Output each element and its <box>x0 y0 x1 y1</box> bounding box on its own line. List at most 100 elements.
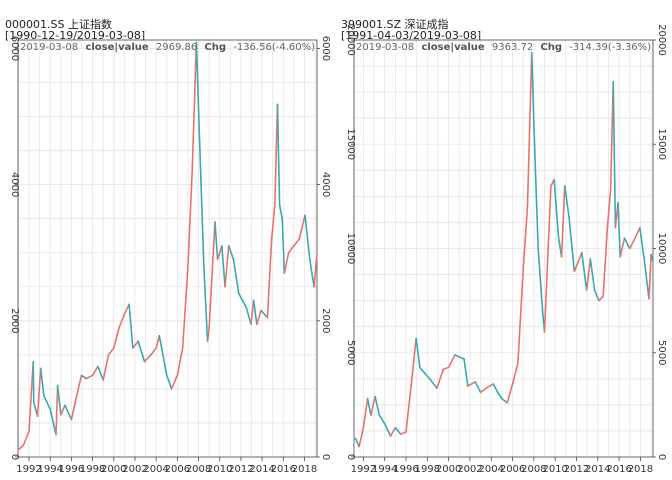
series-segment <box>224 245 230 288</box>
y-tick-label-left: 0 <box>9 454 20 460</box>
series-segment <box>492 383 499 394</box>
x-tick-label: 2004 <box>143 464 168 475</box>
series-segment <box>256 309 262 326</box>
info-chg: -314.39(-3.36%) <box>569 42 651 53</box>
chart-panel-shenzhen: 399001.SZ 深证成指 [1991-04-03/2019-03-08] 1… <box>336 0 672 480</box>
series-segment <box>245 306 252 326</box>
series-segment <box>573 251 583 273</box>
series-segment <box>39 367 45 397</box>
x-tick-label: 2006 <box>500 464 525 475</box>
series-segment <box>227 245 235 261</box>
x-tick-label: 1996 <box>393 464 418 475</box>
series-segment <box>415 337 421 369</box>
axes: 1992199419961998200020022004200620082010… <box>9 36 331 475</box>
x-tick-label: 2010 <box>207 464 232 475</box>
series-segment <box>522 206 529 271</box>
chart-panel-shanghai: 000001.SS 上证指数 [1990-12-19/2019-03-08] 1… <box>5 18 331 475</box>
y-tick-label-left: 4000 <box>9 172 20 197</box>
chart-title: 399001.SZ 深证成指 <box>341 18 449 31</box>
x-tick-label: 2008 <box>521 464 546 475</box>
series-segment <box>270 204 276 240</box>
x-tick-label: 2008 <box>186 464 211 475</box>
info-line: 2019-03-08 close|value 9363.72 Chg -314.… <box>356 42 651 53</box>
series-segment <box>170 374 179 390</box>
series-segment <box>155 334 161 349</box>
y-tick-label-right: 15000 <box>656 128 667 160</box>
x-tick-label: 2010 <box>542 464 567 475</box>
info-chg-label: Chg <box>540 42 562 53</box>
x-tick-label: 2016 <box>606 464 631 475</box>
series-segment <box>374 395 381 417</box>
series-segment <box>370 395 376 417</box>
series-segment <box>530 51 535 125</box>
series-segment <box>43 394 52 411</box>
x-tick-label: 1998 <box>80 464 105 475</box>
series-segment <box>474 381 482 394</box>
series-segment <box>60 404 66 416</box>
series-segment <box>32 360 35 404</box>
series-segment <box>458 356 465 360</box>
series-segment <box>648 253 652 300</box>
series-segment <box>560 185 566 258</box>
series-segment <box>628 237 636 250</box>
series-segment <box>496 391 503 400</box>
chart-svg-shenzhen: 1992199419961998200020022004200620082010… <box>345 24 667 475</box>
series-segment <box>206 326 210 343</box>
series-segment <box>214 221 219 261</box>
info-date: 2019-03-08 <box>20 42 78 53</box>
x-tick-label: 1998 <box>415 464 440 475</box>
series-segment <box>238 292 248 308</box>
series-segment <box>187 170 193 268</box>
info-readout: close|value 9363.72 Chg -314.39(-3.36%) <box>421 42 651 53</box>
series-segment <box>501 397 509 404</box>
series-segment <box>467 381 477 387</box>
series-segment <box>447 354 456 369</box>
x-tick-label: 2000 <box>436 464 461 475</box>
chart-svg-shanghai: 1992199419961998200020022004200620082010… <box>9 36 331 475</box>
x-tick-label: 1996 <box>59 464 84 475</box>
series-segment <box>91 365 99 377</box>
x-tick-label: 2002 <box>457 464 482 475</box>
series-segment <box>143 354 152 363</box>
series-segment <box>56 384 62 416</box>
info-readout: close|value 2969.86 Chg -136.56(-4.60%) <box>85 42 315 53</box>
info-line: 2019-03-08 close|value 2969.86 Chg -136.… <box>20 42 315 53</box>
series-segment <box>80 374 88 380</box>
x-tick-label: 2014 <box>249 464 274 475</box>
series-segment <box>543 185 552 333</box>
series-segment <box>313 253 318 288</box>
info-date: 2019-03-08 <box>356 42 414 53</box>
y-tick-label-left: 15000 <box>345 128 356 160</box>
series-segment <box>283 251 290 274</box>
x-tick-label: 2016 <box>271 464 296 475</box>
series-segment <box>517 268 525 364</box>
series-segment <box>354 437 360 448</box>
series-segment <box>17 443 25 451</box>
series-segment <box>49 408 57 436</box>
x-tick-label: 2018 <box>628 464 653 475</box>
y-tick-label-left: 6000 <box>9 36 20 61</box>
x-tick-label: 2002 <box>122 464 147 475</box>
series-segment <box>28 360 35 432</box>
x-tick-label: 2014 <box>585 464 610 475</box>
y-tick-label-left: 20000 <box>345 24 356 56</box>
series-segment <box>70 394 78 421</box>
x-tick-label: 2000 <box>101 464 126 475</box>
x-tick-label: 1994 <box>372 464 397 475</box>
series-segment <box>585 258 592 292</box>
series-segment <box>639 226 646 264</box>
series-segment <box>537 247 544 317</box>
series-segment <box>568 216 576 273</box>
plot-border <box>17 39 318 458</box>
y-tick-label-right: 5000 <box>656 340 667 365</box>
series-segment <box>308 258 315 288</box>
x-tick-label: 1992 <box>351 464 376 475</box>
series-segment <box>158 334 168 377</box>
series-segment <box>97 365 104 381</box>
series-segment <box>463 358 469 387</box>
series-segment <box>598 295 604 302</box>
series-segment <box>195 41 200 111</box>
y-tick-label-right: 10000 <box>656 233 667 265</box>
series-segment <box>593 289 600 302</box>
series-segment <box>55 384 59 436</box>
